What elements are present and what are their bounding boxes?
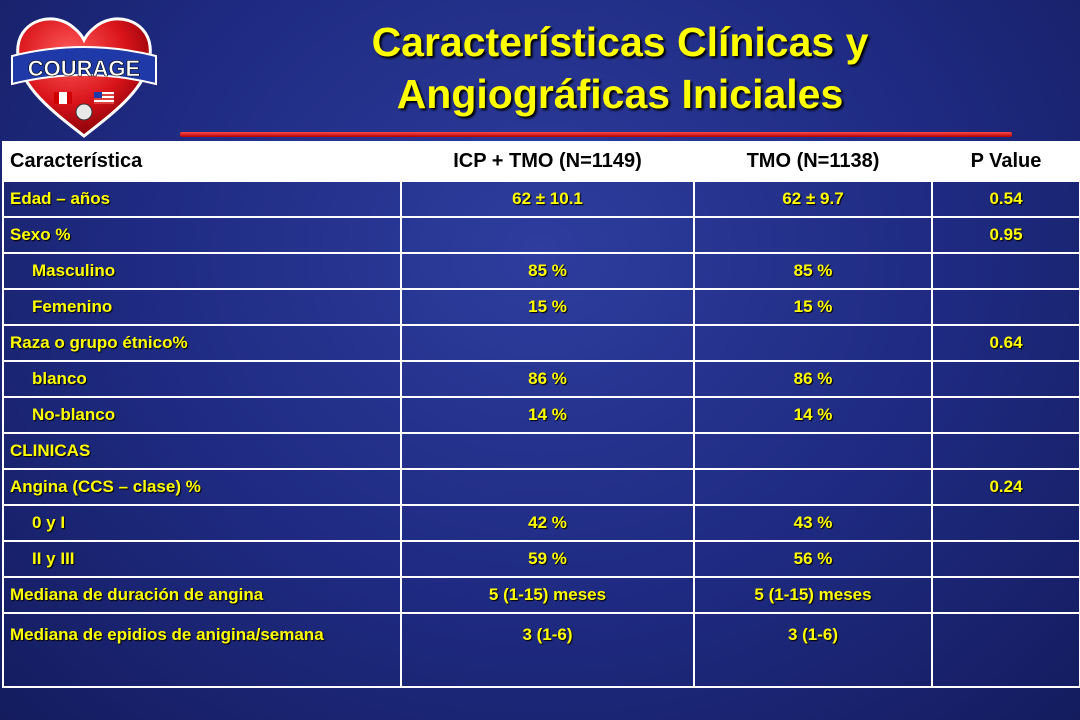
cell-tmo: 86 % [693,360,933,398]
row-label: No-blanco [2,396,402,434]
table-row: II y III 59 % 56 % [2,540,1080,578]
table-row: Mediana de epidios de anigina/semana 3 (… [2,612,1080,688]
cell-p-value [931,576,1080,614]
characteristics-table: Característica ICP + TMO (N=1149) TMO (N… [2,141,1080,688]
row-label: blanco [2,360,402,398]
cell-tmo: 3 (1-6) [693,612,933,688]
row-label: Mediana de epidios de anigina/semana [2,612,402,688]
row-label: CLINICAS [2,432,402,470]
heart-logo-icon: COURAGE [11,17,157,138]
table-row: Sexo % 0.95 [2,216,1080,254]
cell-p-value [931,612,1080,688]
cell-icp-tmo: 42 % [400,504,695,542]
row-label: Angina (CCS – clase) % [2,468,402,506]
cell-tmo: 62 ± 9.7 [693,180,933,218]
cell-p-value [931,540,1080,578]
cell-tmo [693,432,933,470]
table-row: Masculino 85 % 85 % [2,252,1080,290]
row-label: Femenino [2,288,402,326]
table-row: blanco 86 % 86 % [2,360,1080,398]
table-row: 0 y I 42 % 43 % [2,504,1080,542]
row-label: Raza o grupo étnico% [2,324,402,362]
title-line-2: Angiográficas Iniciales [396,71,844,117]
row-label: 0 y I [2,504,402,542]
row-label: Masculino [2,252,402,290]
table-row: CLINICAS [2,432,1080,470]
table-row: Femenino 15 % 15 % [2,288,1080,326]
table-row: Edad – años 62 ± 10.1 62 ± 9.7 0.54 [2,180,1080,218]
cell-p-value: 0.95 [931,216,1080,254]
title-line-1: Características Clínicas y [371,19,869,65]
cell-icp-tmo: 15 % [400,288,695,326]
cell-p-value [931,360,1080,398]
cell-p-value [931,252,1080,290]
row-label: Mediana de duración de angina [2,576,402,614]
cell-p-value: 0.64 [931,324,1080,362]
cell-p-value: 0.24 [931,468,1080,506]
cell-icp-tmo [400,324,695,362]
cell-icp-tmo: 59 % [400,540,695,578]
page-title: Características Clínicas y Angiográficas… [170,16,1070,120]
table-row: Raza o grupo étnico% 0.64 [2,324,1080,362]
table-row: No-blanco 14 % 14 % [2,396,1080,434]
cell-icp-tmo: 86 % [400,360,695,398]
cell-tmo: 15 % [693,288,933,326]
cell-icp-tmo [400,216,695,254]
table-row: Mediana de duración de angina 5 (1-15) m… [2,576,1080,614]
cell-icp-tmo: 5 (1-15) meses [400,576,695,614]
table-header-row: Característica ICP + TMO (N=1149) TMO (N… [2,141,1080,182]
title-divider [180,132,1012,137]
cell-icp-tmo: 85 % [400,252,695,290]
header-tmo: TMO (N=1138) [693,141,933,182]
cell-tmo: 43 % [693,504,933,542]
cell-icp-tmo [400,468,695,506]
courage-logo: COURAGE [8,8,160,140]
cell-p-value [931,432,1080,470]
cell-tmo [693,324,933,362]
header-icp-tmo: ICP + TMO (N=1149) [400,141,695,182]
cell-p-value: 0.54 [931,180,1080,218]
cell-p-value [931,288,1080,326]
table-row: Angina (CCS – clase) % 0.24 [2,468,1080,506]
cell-p-value [931,504,1080,542]
cell-icp-tmo: 62 ± 10.1 [400,180,695,218]
cell-tmo: 14 % [693,396,933,434]
header-p-value: P Value [931,141,1080,182]
cell-tmo: 56 % [693,540,933,578]
cell-tmo: 5 (1-15) meses [693,576,933,614]
cell-p-value [931,396,1080,434]
cell-tmo: 85 % [693,252,933,290]
row-label: Sexo % [2,216,402,254]
row-label: Edad – años [2,180,402,218]
cell-tmo [693,468,933,506]
logo-text: COURAGE [28,56,140,81]
row-label: II y III [2,540,402,578]
cell-icp-tmo: 14 % [400,396,695,434]
header-caracteristica: Característica [2,141,402,182]
cell-tmo [693,216,933,254]
cell-icp-tmo: 3 (1-6) [400,612,695,688]
cell-icp-tmo [400,432,695,470]
